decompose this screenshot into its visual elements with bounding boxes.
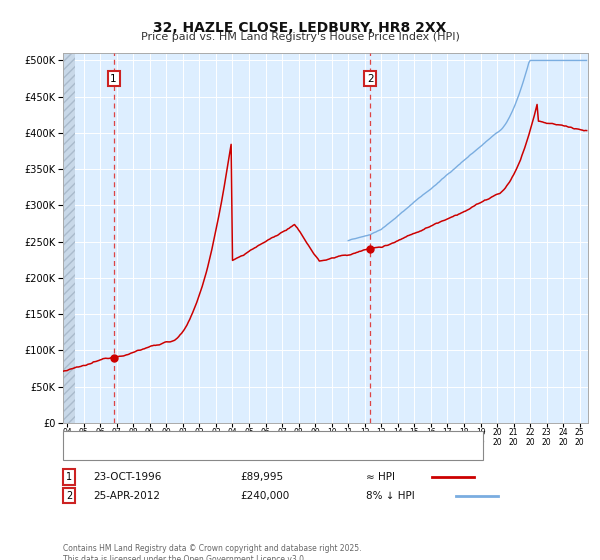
Text: HPI: Average price, detached house, Herefordshire: HPI: Average price, detached house, Here… [111,447,340,456]
Text: 1: 1 [66,472,72,482]
Text: 8% ↓ HPI: 8% ↓ HPI [366,491,415,501]
Text: Contains HM Land Registry data © Crown copyright and database right 2025.
This d: Contains HM Land Registry data © Crown c… [63,544,361,560]
Text: Price paid vs. HM Land Registry's House Price Index (HPI): Price paid vs. HM Land Registry's House … [140,32,460,43]
Text: ≈ HPI: ≈ HPI [366,472,395,482]
Text: 23-OCT-1996: 23-OCT-1996 [93,472,161,482]
Text: 32, HAZLE CLOSE, LEDBURY, HR8 2XX: 32, HAZLE CLOSE, LEDBURY, HR8 2XX [154,21,446,35]
Text: £240,000: £240,000 [240,491,289,501]
Bar [63,53,76,423]
Text: 25-APR-2012: 25-APR-2012 [93,491,160,501]
Text: 32, HAZLE CLOSE, LEDBURY, HR8 2XX (detached house): 32, HAZLE CLOSE, LEDBURY, HR8 2XX (detac… [111,435,364,444]
Text: 1: 1 [110,73,117,83]
Text: £89,995: £89,995 [240,472,283,482]
Text: 2: 2 [66,491,72,501]
Text: 2: 2 [367,73,373,83]
